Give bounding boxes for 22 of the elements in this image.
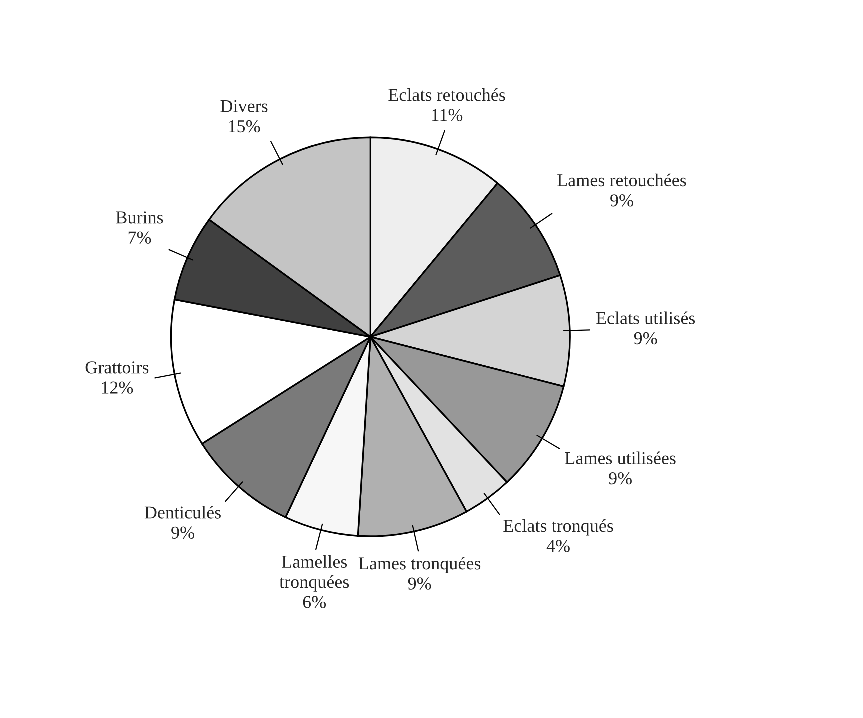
slice-label: Eclats retouchés bbox=[388, 88, 506, 102]
slice-label: Burins bbox=[116, 212, 164, 224]
data-label: 9% bbox=[408, 578, 432, 590]
data-label: 4% bbox=[546, 540, 570, 552]
slice-label: Denticulés bbox=[144, 506, 221, 519]
data-label: 9% bbox=[610, 194, 634, 207]
slice-label: Lames retouchées bbox=[558, 174, 686, 187]
slice-label: Eclats tronqués bbox=[504, 519, 614, 536]
slice-label: Lames tronquées bbox=[358, 557, 481, 574]
data-label: 9% bbox=[634, 332, 658, 345]
data-label: 9% bbox=[172, 526, 194, 540]
data-label: 11% bbox=[432, 109, 463, 122]
slice-label: Eclats utilisés bbox=[596, 312, 696, 324]
data-label: 12% bbox=[102, 382, 134, 394]
data-label: 15% bbox=[229, 120, 260, 133]
data-label: 9% bbox=[609, 472, 632, 485]
slice-label: Divers bbox=[220, 100, 268, 112]
slice-label: Lames utilisées bbox=[565, 452, 676, 464]
slice-label: Lamelles tronquées bbox=[280, 555, 350, 592]
data-label: 7% bbox=[128, 232, 152, 244]
data-label: 6% bbox=[303, 596, 326, 608]
slice-label: Grattoirs bbox=[86, 362, 149, 374]
